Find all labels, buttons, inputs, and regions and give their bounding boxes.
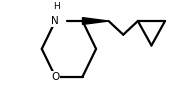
Text: O: O [51,72,59,82]
Polygon shape [83,18,109,24]
Text: N: N [52,16,59,26]
Text: H: H [53,2,60,11]
